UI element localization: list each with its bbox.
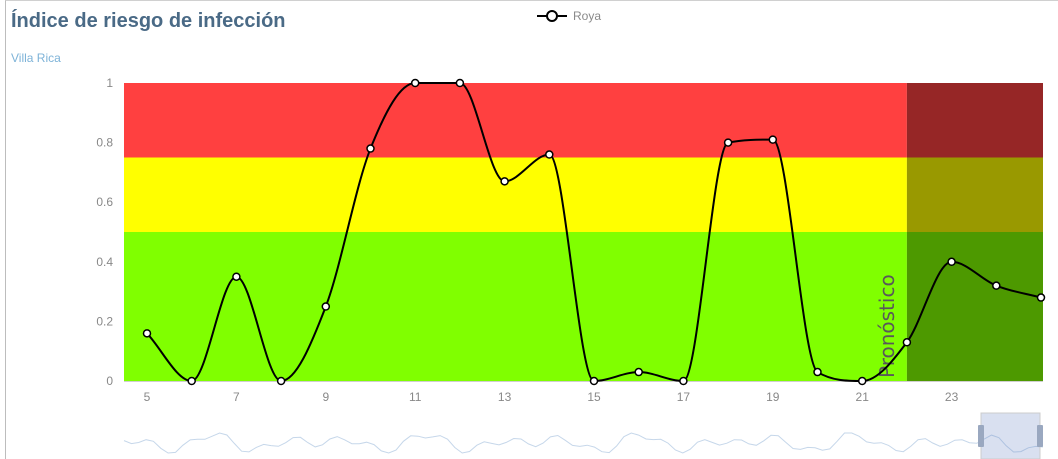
y-tick-label: 1 [106,76,113,90]
data-point[interactable] [768,135,778,144]
data-point[interactable] [589,376,599,386]
risk-band-medium [124,157,907,232]
navigator-series [123,432,1044,454]
chart-title: Índice de riesgo de infección [11,10,286,32]
data-point[interactable] [276,376,286,386]
data-point[interactable] [366,144,375,153]
legend-item-roya[interactable]: Roya [537,9,601,23]
chart-subtitle: Villa Rica [11,51,61,65]
x-tick-label: 11 [409,390,422,404]
data-point[interactable] [187,376,196,386]
risk-band-medium-forecast [906,157,1043,232]
risk-band-high-forecast [906,83,1043,158]
data-point[interactable] [723,138,733,147]
data-point[interactable] [1036,293,1046,302]
x-tick-label: 13 [498,390,512,404]
risk-band-low-forecast [906,232,1043,381]
navigator-handle-left[interactable] [978,425,984,447]
navigator [124,413,1043,459]
data-point[interactable] [634,367,643,377]
data-point[interactable] [992,281,1001,290]
x-tick-label: 23 [945,390,959,404]
data-point[interactable] [947,257,956,267]
chart-frame [5,0,1058,459]
y-tick-label: 0 [106,374,113,388]
data-point[interactable] [902,338,912,347]
y-tick-label: 0.6 [96,195,113,209]
y-tick-label: 0.4 [96,255,113,269]
risk-band-high [124,83,907,158]
x-tick-label: 17 [677,390,691,404]
risk-band-low [124,232,907,381]
data-point[interactable] [545,150,554,159]
data-point[interactable] [410,78,420,88]
x-tick-label: 15 [587,390,601,404]
line-circle-marker-icon [537,10,567,22]
y-tick-label: 0.8 [96,136,113,150]
x-tick-label: 21 [856,390,870,404]
navigator-handle-right[interactable] [1037,425,1043,447]
data-point[interactable] [455,78,465,88]
x-tick-label: 7 [233,390,240,404]
y-tick-label: 0.2 [96,314,113,328]
x-tick-label: 5 [144,390,151,404]
x-tick-label: 9 [322,390,329,404]
x-tick-label: 19 [766,390,780,404]
data-point[interactable] [321,302,331,311]
forecast-label: Pronóstico [875,274,899,378]
data-point[interactable] [500,177,509,186]
data-point[interactable] [857,376,867,386]
data-point[interactable] [232,272,241,281]
legend-label: Roya [573,9,602,23]
data-point[interactable] [813,367,822,377]
data-point[interactable] [142,329,152,338]
navigator-selection[interactable] [980,412,1041,459]
data-point[interactable] [679,376,688,386]
